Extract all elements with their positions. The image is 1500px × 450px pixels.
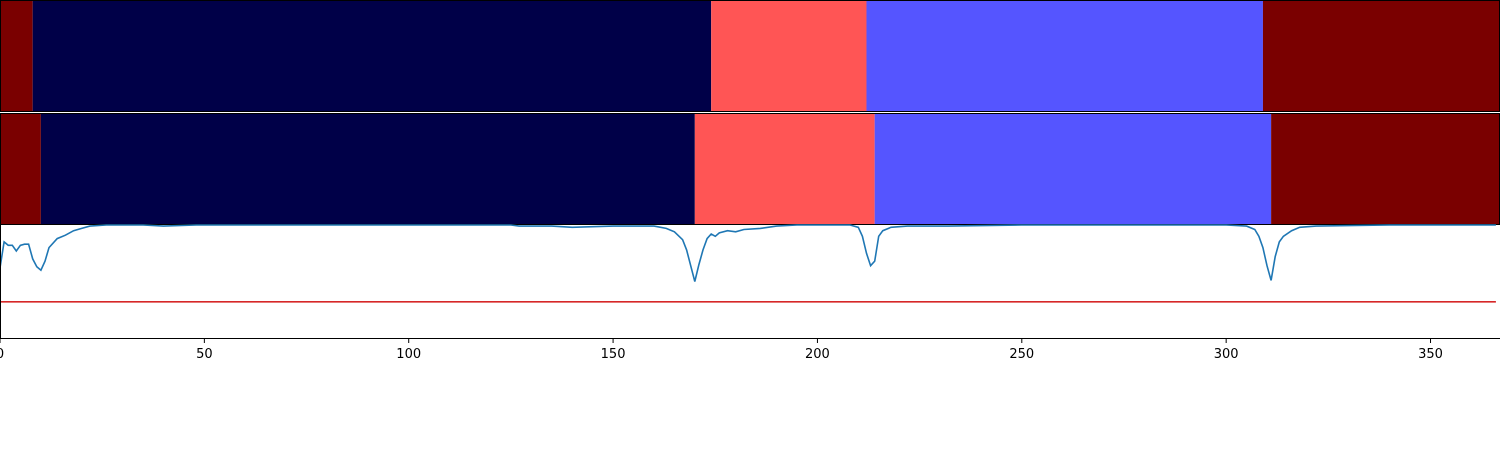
heatmap-1-segment-0 <box>0 113 41 225</box>
x-tick-label-150: 150 <box>601 347 626 362</box>
x-tick-label-300: 300 <box>1214 347 1239 362</box>
x-tick-label-350: 350 <box>1418 347 1443 362</box>
heatmap-1-segment-2 <box>694 113 875 225</box>
heatmap-1-segment-3 <box>874 113 1272 225</box>
x-axis-ticks: 0 50 100 150 200 250 300 350 <box>0 338 1443 362</box>
top-heatmap-panel <box>0 0 1500 112</box>
x-tick-label-0: 0 <box>0 347 4 362</box>
x-tick-label-250: 250 <box>1009 347 1034 362</box>
middle-heatmap-panel <box>0 113 1500 225</box>
heatmap-0-segment-3 <box>866 0 1263 112</box>
line-series-0 <box>0 224 1496 282</box>
x-tick-label-50: 50 <box>196 347 213 362</box>
heatmap-0-segment-4 <box>1262 0 1500 112</box>
heatmap-0-segment-0 <box>0 0 33 112</box>
x-tick-label-200: 200 <box>805 347 830 362</box>
x-tick-label-100: 100 <box>396 347 421 362</box>
heatmap-1-segment-1 <box>40 113 695 225</box>
line-plot-panel: 0 50 100 150 200 250 300 350 <box>0 224 1500 362</box>
heatmap-0-segment-2 <box>711 0 867 112</box>
heatmap-1-segment-4 <box>1271 113 1500 225</box>
heatmap-0-segment-1 <box>32 0 712 112</box>
